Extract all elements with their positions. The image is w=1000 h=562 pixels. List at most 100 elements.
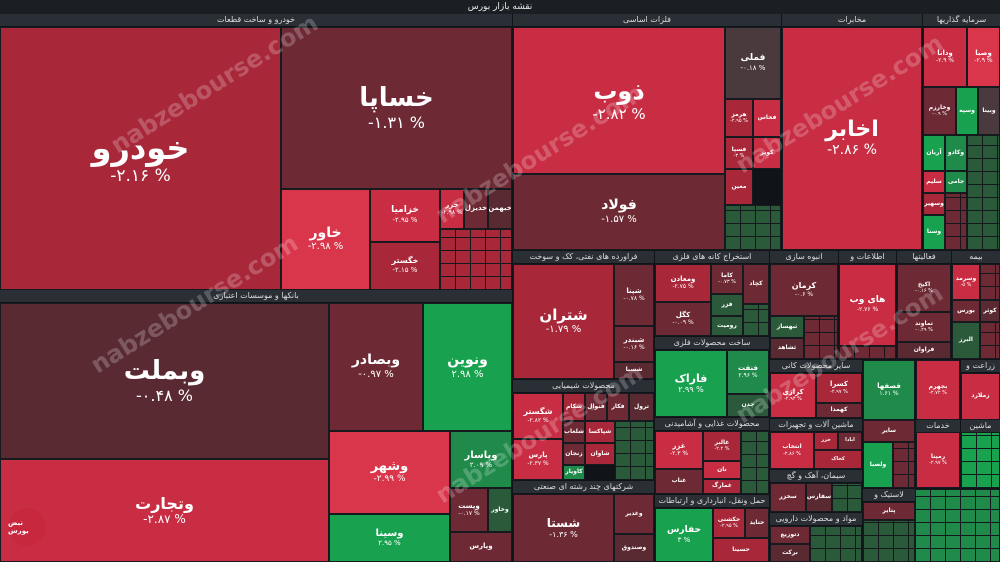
tile-roumit[interactable]: رومیت: [711, 316, 743, 336]
tile-sfars[interactable]: سفارس: [806, 483, 832, 512]
tile-ebadan[interactable]: ابادا: [838, 432, 862, 450]
tile-tmalad[interactable]: تماوند -۰.۲۹ %: [897, 312, 951, 342]
tile-khazar[interactable]: خزر -۲.۹۸ %: [440, 189, 464, 229]
tile-vshahr[interactable]: وشهر -۲.۹۹ %: [329, 431, 450, 514]
tile-thesaz[interactable]: ثبهساز: [770, 316, 804, 338]
tile-salim[interactable]: سلیم: [923, 171, 945, 193]
tile-rmapna[interactable]: رمپنا -۲.۹۷ %: [916, 432, 960, 488]
tile-foolad[interactable]: فولاد -۱.۵۷ %: [513, 174, 725, 250]
tile-haiveb[interactable]: های وب -۲.۷۶ %: [839, 264, 896, 346]
tile-fameli[interactable]: فملی -۰.۱۸ %: [725, 27, 781, 99]
tile-small-group[interactable]: [725, 205, 781, 250]
tile-kahmeda[interactable]: کهمدا: [816, 403, 862, 418]
tile-small-group[interactable]: [804, 316, 838, 359]
tile-fasaha[interactable]: فصفها ۱.۶۱ %: [863, 360, 915, 420]
tile-small-group[interactable]: [832, 483, 862, 512]
tile-faravar[interactable]: فراوان: [897, 342, 951, 359]
tile-vsaba[interactable]: وصبا -۲.۹ %: [967, 27, 1000, 87]
tile-chadan[interactable]: چدن: [727, 394, 769, 417]
tile-kchad[interactable]: کچاد: [743, 264, 769, 304]
tile-khodro[interactable]: خودرو -۲.۱۶ %: [0, 27, 281, 290]
tile-ghalbor[interactable]: غالبر -۲.۲ %: [703, 431, 741, 461]
tile-shegostar[interactable]: شگستر -۲.۸۲ %: [513, 393, 563, 439]
tile-dtouzi[interactable]: دتوزیع: [770, 526, 810, 544]
tile-kchh[interactable]: اکیخ -۰.۱۶ %: [897, 264, 951, 312]
tile-kothar[interactable]: کوثر: [980, 300, 1000, 322]
tile-farak[interactable]: فاراک ۲.۹۹ %: [655, 350, 727, 417]
tile-khavar[interactable]: خاور -۲.۹۸ %: [281, 189, 370, 290]
tile-kerman[interactable]: کرمان -۰.۶ %: [770, 264, 838, 316]
tile-kegol[interactable]: کگل -۰.۰۹ %: [655, 302, 711, 336]
tile-vpasar[interactable]: وپاسار ۲.۰۹ %: [450, 431, 512, 488]
tile-shepna[interactable]: شپنا -۰.۷۸ %: [614, 264, 654, 326]
tile-small-group[interactable]: [893, 442, 915, 488]
tile-small-group[interactable]: [980, 322, 1000, 359]
tile-hsina[interactable]: حسینا: [713, 538, 769, 562]
tile-vpost[interactable]: وپست -۰.۱۷ %: [450, 488, 488, 532]
tile-vpars[interactable]: وپارس: [450, 532, 512, 562]
tile-vsaip[interactable]: وسپه: [956, 87, 978, 135]
tile-vbsader[interactable]: وبصادر -۰.۹۷ %: [329, 303, 423, 431]
tile-small-group[interactable]: [863, 520, 915, 562]
tile-akhaber[interactable]: اخابر -۲.۸۶ %: [782, 27, 922, 250]
tile-zanjan[interactable]: زنجان: [563, 443, 585, 465]
tile-shetran[interactable]: شتران -۱.۷۹ %: [513, 264, 614, 379]
tile-ekhtab[interactable]: انتخاب -۲.۸۶ %: [770, 432, 814, 469]
tile-shekam[interactable]: شکام: [563, 393, 585, 421]
tile-small-group[interactable]: [967, 135, 1000, 250]
tile-small-group[interactable]: [961, 432, 1000, 488]
tile-small-group[interactable]: [615, 421, 654, 480]
tile-jami[interactable]: جامی: [945, 171, 967, 193]
tile-bors[interactable]: بورس: [952, 300, 980, 322]
tile-hkeshti[interactable]: حکشتی -۲.۹۵ %: [713, 508, 745, 538]
tile-small-group[interactable]: [810, 526, 862, 562]
tile-parsan[interactable]: پارس -۲.۳۷ %: [513, 439, 563, 480]
tile-khsapa[interactable]: خساپا -۱.۳۱ %: [281, 27, 512, 189]
tile-sayer[interactable]: سایر: [863, 420, 915, 442]
tile-kama[interactable]: کاما -۰.۷۳ %: [711, 264, 743, 294]
tile-trol[interactable]: ترول: [629, 393, 654, 421]
tile-hjadid[interactable]: حتاید: [745, 508, 769, 538]
tile-vsahyar[interactable]: وسهیر: [923, 193, 945, 215]
tile-ghenab[interactable]: غناب: [655, 469, 703, 494]
tile-kkhaz[interactable]: کخاک: [814, 450, 862, 469]
tile-khazar2[interactable]: خزر: [814, 432, 838, 450]
tile-small-group[interactable]: [915, 489, 1000, 562]
tile-small-group[interactable]: [440, 229, 512, 290]
tile-hafars[interactable]: حفارس ۳ %: [655, 508, 713, 562]
tile-vdana[interactable]: ودانا -۲.۹ %: [923, 27, 967, 87]
tile-vghdir[interactable]: وغدیر: [614, 494, 654, 534]
tile-barakat[interactable]: برکت: [770, 544, 810, 562]
tile-vsina2[interactable]: وبینا: [978, 87, 1000, 135]
tile-vsana[interactable]: وسنا: [923, 215, 945, 250]
tile-khbahman[interactable]: خبهمن: [488, 189, 512, 229]
tile-small-group[interactable]: [839, 346, 896, 359]
tile-kaviar[interactable]: کاویار: [563, 465, 585, 480]
tile-fnavar[interactable]: فنوال: [585, 393, 607, 421]
tile-shbandar[interactable]: شبندر -۰.۱۶ %: [614, 326, 654, 362]
tile-fkar[interactable]: فکار: [607, 393, 629, 421]
tile-vsarmad[interactable]: وسرمد -۵ %: [952, 264, 980, 300]
tile-vmadan[interactable]: ومعادن -۲.۷۵ %: [655, 264, 711, 302]
tile-bhmad[interactable]: غمارگ: [703, 479, 741, 494]
tile-fesapa[interactable]: فسپا -۳ %: [725, 137, 753, 169]
tile-vkado[interactable]: وکادو: [945, 135, 967, 171]
tile-small-group[interactable]: [945, 193, 967, 250]
tile-zmalard[interactable]: زملارد: [961, 373, 1000, 420]
tile-aryan[interactable]: آریان: [923, 135, 945, 171]
tile-fenvar[interactable]: فنفت ۲.۹۶ %: [727, 350, 769, 394]
tile-khodikil[interactable]: خدیزل: [464, 189, 488, 229]
tile-small-group[interactable]: [980, 264, 1000, 300]
tile-kouh[interactable]: کویر: [753, 137, 781, 169]
tile-zob[interactable]: ذوب -۲.۸۲ %: [513, 27, 725, 174]
tile-alborz[interactable]: البرز: [952, 322, 980, 359]
tile-shasta[interactable]: شستا -۱.۳۶ %: [513, 494, 614, 562]
tile-vsina[interactable]: وسینا ۲.۹۵ %: [329, 514, 450, 562]
tile-vbmelat[interactable]: وبملت -۰.۴۸ %: [0, 303, 329, 459]
tile-maaden[interactable]: معین: [725, 169, 753, 205]
tile-tan[interactable]: نان: [703, 461, 741, 479]
tile-vlasaba[interactable]: ولصبا: [863, 442, 893, 488]
tile-kesra[interactable]: کسرا -۲.۹۷ %: [816, 373, 862, 403]
tile-khazamia[interactable]: خزامیا -۲.۹۵ %: [370, 189, 440, 242]
tile-bjahrom[interactable]: بجهرم -۲.۷۲ %: [916, 360, 960, 420]
